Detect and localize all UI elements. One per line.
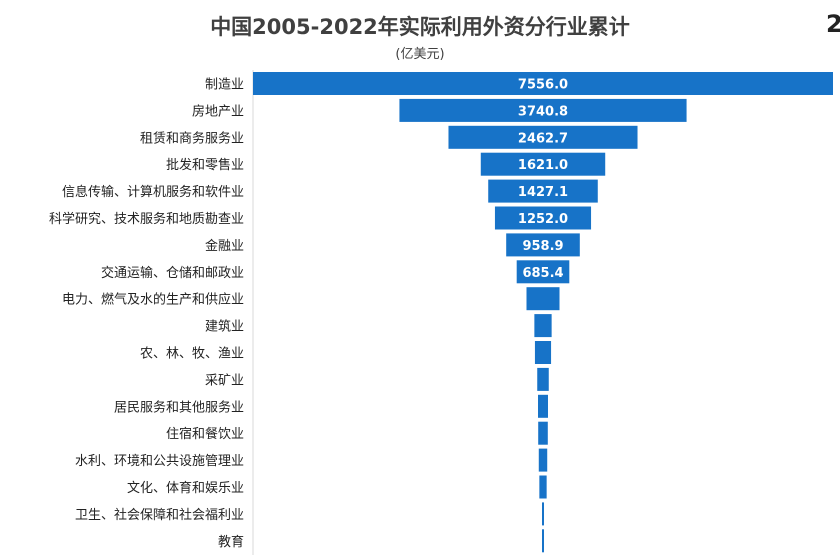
value-label-4: 1427.1	[518, 185, 568, 200]
bar-6	[506, 233, 580, 257]
bar-15	[539, 475, 547, 499]
bar-10	[534, 341, 552, 364]
bar-5	[494, 206, 592, 230]
category-label-2: 租赁和商务服务业	[140, 130, 244, 146]
bar-8	[526, 287, 560, 311]
category-label-8: 电力、燃气及水的生产和供应业	[62, 292, 244, 308]
value-label-5: 1252.0	[518, 212, 568, 227]
bar-2	[448, 125, 638, 149]
category-label-13: 住宿和餐饮业	[166, 426, 244, 442]
category-label-7: 交通运输、仓储和邮政业	[101, 265, 244, 281]
bar-13	[538, 421, 548, 445]
chart-title: 中国2005-2022年实际利用外资分行业累计	[210, 15, 630, 39]
bar-7	[516, 260, 570, 284]
bar-12	[538, 394, 548, 418]
bar-9	[534, 314, 552, 338]
bar-0	[253, 72, 833, 95]
value-label-7: 685.4	[522, 266, 563, 281]
category-label-6: 金融业	[205, 238, 244, 254]
value-label-0: 7556.0	[518, 78, 568, 93]
cropped-corner-text: 2	[826, 10, 840, 38]
bar-4	[488, 179, 598, 203]
category-label-12: 居民服务和其他服务业	[114, 399, 244, 415]
bar-16	[542, 502, 544, 526]
category-label-3: 批发和零售业	[166, 157, 244, 173]
value-label-3: 1621.0	[518, 158, 568, 173]
chart-subtitle: (亿美元)	[395, 47, 445, 62]
value-label-2: 2462.7	[518, 131, 568, 146]
category-label-16: 卫生、社会保障和社会福利业	[75, 507, 244, 523]
value-label-1: 3740.8	[518, 104, 568, 119]
category-label-11: 采矿业	[205, 373, 244, 388]
category-label-17: 教育	[218, 534, 244, 550]
category-label-4: 信息传输、计算机服务和软件业	[62, 184, 244, 200]
bar-1	[399, 98, 687, 122]
category-label-14: 水利、环境和公共设施管理业	[75, 454, 244, 469]
bar-17	[542, 529, 544, 553]
bar-14	[538, 448, 548, 472]
bar-3	[480, 152, 606, 176]
category-label-10: 农、林、牧、渔业	[140, 347, 244, 362]
bar-11	[537, 367, 549, 391]
category-label-5: 科学研究、技术服务和地质勘查业	[49, 211, 244, 227]
category-label-1: 房地产业	[192, 103, 244, 119]
value-label-6: 958.9	[522, 239, 563, 254]
category-label-15: 文化、体育和娱乐业	[127, 480, 244, 496]
category-label-0: 制造业	[205, 78, 244, 93]
category-label-9: 建筑业	[205, 319, 244, 335]
